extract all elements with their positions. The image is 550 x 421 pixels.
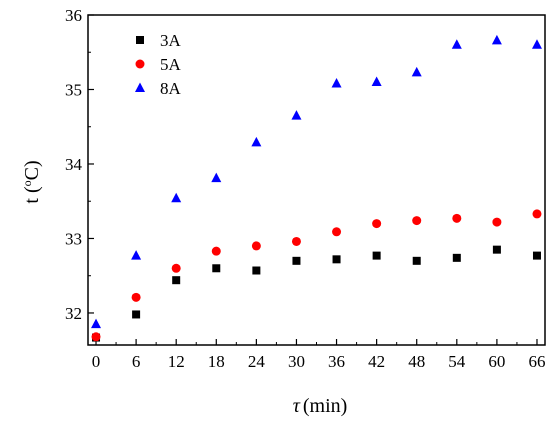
x-tick-label: 18 [208,352,225,371]
data-point-8A [211,172,222,183]
data-point-3A [332,255,341,264]
y-axis-label: t (oC) [20,160,43,203]
legend-label-8A: 8A [160,79,182,98]
data-point-8A [171,192,182,203]
data-point-3A [412,256,421,265]
x-tick-label: 60 [488,352,505,371]
data-point-3A [212,264,221,273]
x-tick-label: 54 [448,352,466,371]
data-point-5A [91,332,101,342]
data-point-5A [291,236,301,246]
legend-marker-8A [135,82,145,92]
data-point-5A [131,292,141,302]
data-point-3A [132,310,141,319]
data-point-5A [372,219,382,229]
y-tick-label: 34 [65,155,83,174]
data-point-8A [331,78,342,88]
x-tick-label: 24 [248,352,266,371]
data-point-5A [211,246,221,256]
x-tick-label: 48 [408,352,425,371]
data-point-5A [171,263,181,273]
x-tick-label: 6 [132,352,141,371]
axis-ticks [88,14,538,345]
legend-marker-3A [136,36,144,44]
y-tick-label: 33 [65,229,82,248]
x-axis-label: τ (min) [293,395,348,417]
data-points [91,34,542,342]
data-point-8A [91,318,102,329]
legend-label-3A: 3A [160,31,182,50]
x-axis-symbol: τ [293,395,301,417]
y-axis-label-prefix: t ( [21,186,43,204]
data-point-3A [252,266,261,275]
data-point-8A [451,39,462,49]
data-point-5A [251,241,261,251]
y-tick-label: 35 [65,80,82,99]
x-tick-label: 66 [528,352,545,371]
data-point-8A [491,34,502,45]
data-point-3A [492,245,501,254]
y-axis-label-suffix: C) [21,160,43,180]
x-tick-label: 42 [368,352,385,371]
data-point-5A [412,216,422,226]
data-point-8A [411,66,422,77]
legend-label-5A: 5A [160,55,182,74]
x-tick-label: 30 [288,352,305,371]
data-point-8A [291,110,302,120]
data-point-8A [251,136,262,147]
data-point-3A [532,251,541,260]
axis-tick-labels: 0 6 12 18 24 30 36 42 48 54 60 66 32 33 34 35 36 [65,6,545,371]
data-point-8A [531,39,542,49]
y-tick-label: 36 [65,6,82,25]
data-point-8A [371,76,382,87]
data-point-3A [372,251,381,260]
y-tick-label: 32 [65,304,82,323]
data-point-5A [492,217,502,227]
legend-marker-5A [135,59,145,69]
x-tick-label: 36 [328,352,345,371]
data-point-5A [532,209,542,219]
x-tick-label: 12 [168,352,185,371]
data-point-3A [172,276,181,285]
data-point-3A [292,256,301,265]
y-axis-label-degree: o [20,180,34,186]
legend: 3A 5A 8A [135,31,182,98]
plot-frame [87,14,546,346]
data-point-8A [131,250,142,260]
x-axis-unit: (min) [303,395,347,417]
data-point-5A [332,227,342,237]
data-point-5A [452,213,462,223]
data-point-3A [452,253,461,262]
x-tick-label: 0 [92,352,101,371]
